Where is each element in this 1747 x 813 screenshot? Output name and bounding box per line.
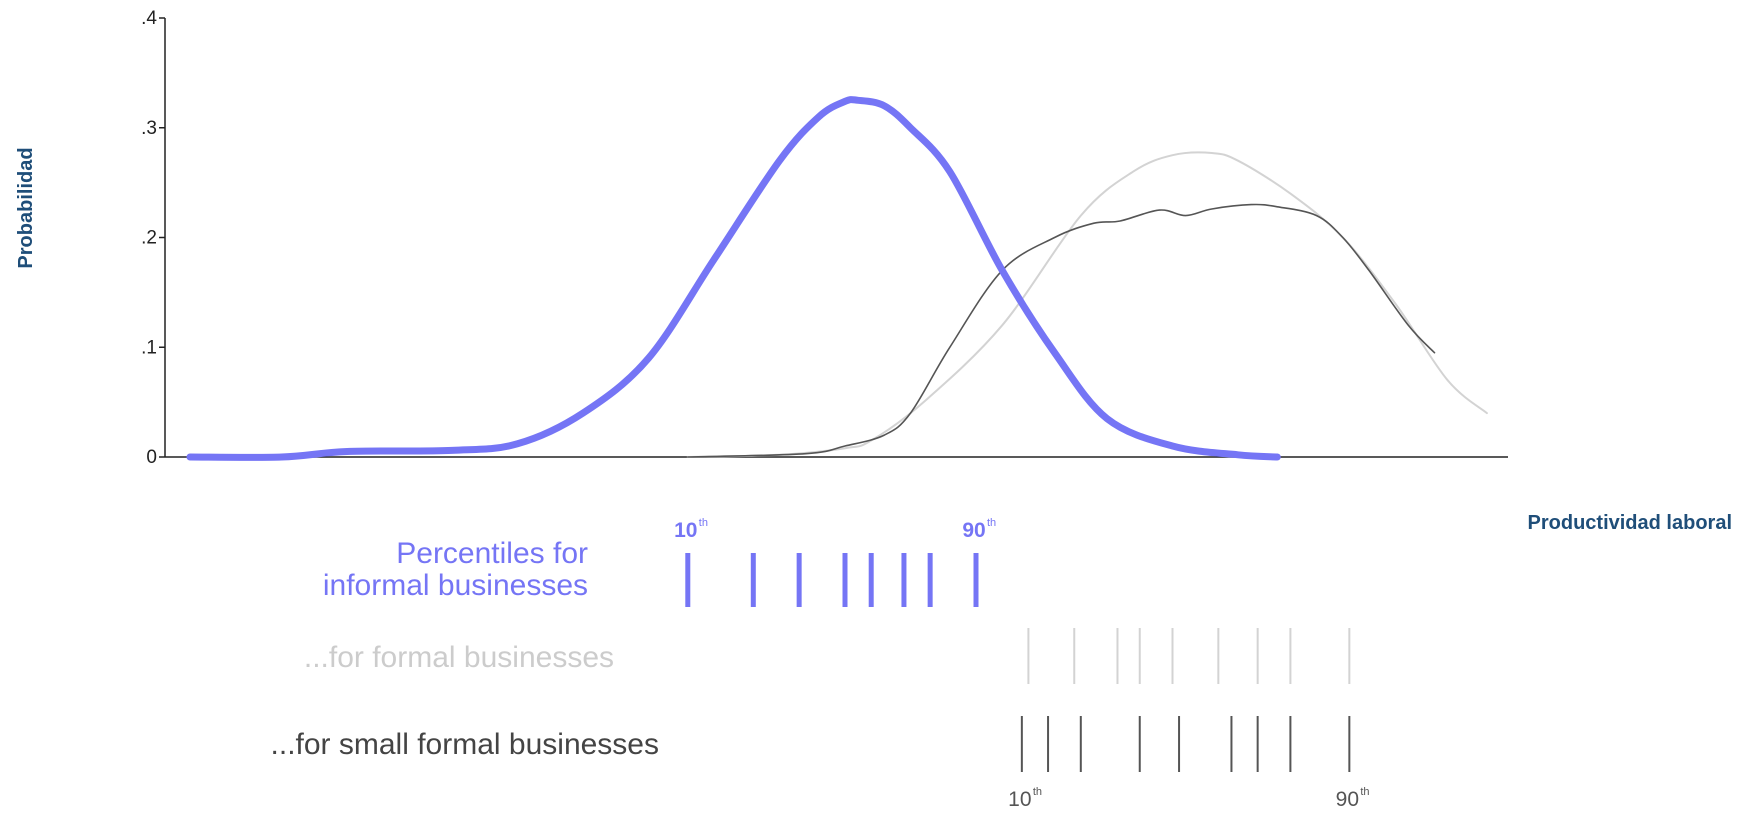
percentile-end-label: 10 [1008, 788, 1031, 811]
y-tick-label: .4 [141, 8, 157, 29]
series-line-small-formal [687, 203, 1436, 458]
percentile-suffix: th [987, 517, 996, 529]
density-curves [186, 96, 1488, 461]
series-line-formal [686, 151, 1488, 458]
percentile-row-label: informal businesses [323, 569, 588, 602]
series-line-informal [186, 96, 1281, 461]
percentile-suffix: th [699, 517, 708, 529]
percentile-row-label: Percentiles for [396, 537, 588, 570]
percentile-suffix: th [1360, 786, 1369, 798]
percentile-suffix: th [1033, 786, 1042, 798]
y-axis-title: Probabilidad [15, 147, 37, 268]
percentile-end-label: 90 [1336, 788, 1359, 811]
y-ticks: 0 .1 .2 .3 .4 [141, 8, 165, 468]
percentile-end-label: 10 [674, 519, 697, 542]
y-tick-label: .2 [141, 228, 157, 249]
x-axis-title: Productividad laboral [1528, 512, 1732, 534]
y-tick-label: .3 [141, 118, 157, 139]
y-tick-label: .1 [141, 337, 157, 358]
percentile-row-label: ...for small formal businesses [271, 728, 659, 761]
y-tick-label: 0 [146, 447, 157, 468]
percentile-row-label: ...for formal businesses [304, 641, 614, 674]
percentile-end-label: 90 [962, 519, 985, 542]
